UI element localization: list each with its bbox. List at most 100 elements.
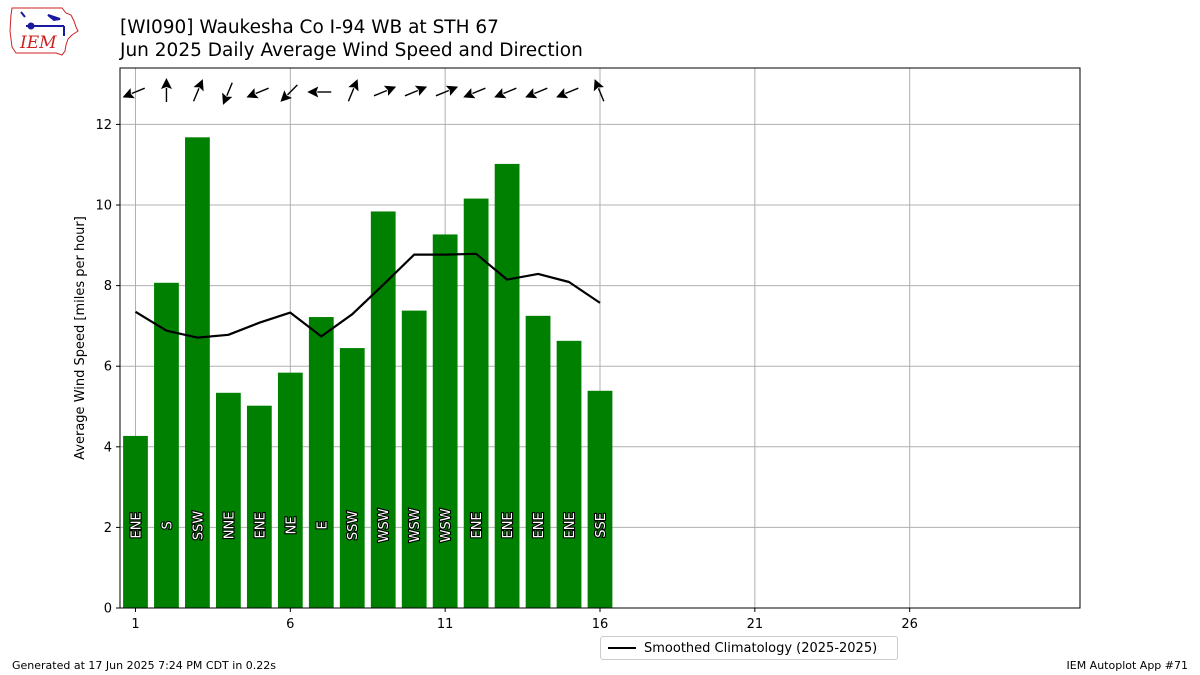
wind-arrow-day-15 [556,87,579,99]
wind-arrow-shaft [435,89,450,97]
bar-day-2 [154,282,179,608]
wind-arrow-head [525,88,538,99]
bar-day-6 [277,372,303,608]
direction-label-day-9: WSW [377,508,392,542]
wind-arrow-head [348,79,359,92]
wind-arrow-day-16 [593,79,605,102]
y-tick-label: 2 [104,521,112,536]
direction-label-day-14: ENE [532,512,547,538]
chart-title-line-2: Jun 2025 Daily Average Wind Speed and Di… [120,40,583,61]
direction-label-day-3: SSW [191,511,206,541]
wind-arrow-shaft [347,88,355,102]
direction-label-day-11: WSW [439,508,454,542]
direction-label-day-6: NE [284,516,299,534]
bar-day-10 [401,310,427,608]
direction-label-day-1: ENE [129,512,144,538]
wind-arrow-day-10 [404,85,428,97]
chart-title-line-1: [WI090] Waukesha Co I-94 WB at STH 67 [120,17,499,38]
bar-day-16 [587,390,613,608]
wind-arrow-day-7 [307,86,332,98]
y-tick-label: 12 [95,118,112,133]
bar-day-8 [339,348,365,608]
generated-timestamp: Generated at 17 Jun 2025 7:24 PM CDT in … [12,659,277,672]
wind-arrow-day-12 [463,87,486,99]
x-tick-label: 21 [747,617,764,632]
direction-label-day-10: WSW [408,508,423,542]
x-tick-label: 1 [131,617,139,632]
direction-label-day-16: SSE [594,513,609,538]
bar-day-4 [216,392,241,608]
bar-day-13 [494,163,520,608]
wind-arrow-shaft [373,89,388,97]
wind-arrow-head [463,88,476,99]
wind-arrow-shaft [472,87,486,95]
wind-arrow-day-13 [494,87,517,99]
wind-arrow-head [222,92,233,105]
x-tick-label: 11 [437,617,454,632]
wind-arrow-day-2 [160,78,172,102]
legend-label: Smoothed Climatology (2025-2025) [644,640,878,656]
wind-arrow-head [193,79,204,92]
wind-direction-arrows [122,78,605,105]
bar-day-12 [463,198,489,608]
x-tick-label: 16 [592,617,609,632]
wind-arrow-head [122,88,135,99]
wind-arrow-head [494,88,507,99]
wind-arrow-shaft [255,87,269,95]
wind-arrow-shaft [503,87,517,95]
wind-arrow-head [246,88,259,99]
climatology-series-line [134,252,601,339]
logo-text: IEM [19,33,57,53]
bar-day-14 [525,315,551,608]
logo-state-outline [9,7,79,56]
wind-arrow-head [556,88,569,99]
bar-day-3 [185,137,210,609]
direction-label-day-7: E [315,521,330,529]
wind-arrow-head [414,85,428,96]
direction-label-day-4: NNE [222,512,237,540]
wind-arrow-head [445,85,459,96]
wind-arrow-shaft [534,87,548,95]
app-credit: IEM Autoplot App #71 [1066,659,1189,672]
wind-arrow-day-9 [373,85,397,97]
wind-arrow-head [160,78,172,89]
wind-arrow-day-1 [122,87,145,99]
bar-day-1 [123,435,148,608]
wind-arrow-shaft [131,87,145,95]
climatology-line [134,252,601,339]
direction-label-day-8: SSW [346,511,361,541]
x-tick-label: 6 [286,617,294,632]
bar-day-5 [246,405,272,608]
legend-line-swatch [608,647,636,649]
wind-arrow-shaft [565,87,579,95]
wind-arrow-day-8 [347,79,359,102]
wind-arrow-day-4 [222,82,233,105]
wind-arrow-head [307,86,319,98]
direction-labels: ENE S SSW NNE ENE NE E SSW WSW WSW WSW ENE ENE ENE ENE… [128,507,610,543]
y-tick-label: 0 [104,602,112,617]
iem-logo: IEM [9,7,79,56]
wind-arrow-day-5 [246,87,269,99]
wind-arrow-day-14 [525,87,548,99]
x-tick-label: 26 [901,617,918,632]
y-axis-label: Average Wind Speed [miles per hour] [73,216,88,460]
wind-arrow-shaft [286,84,298,96]
direction-label-day-12: ENE [470,512,485,538]
logo-weather-icons [20,11,65,36]
wind-arrow-shaft [597,88,605,102]
bar-day-9 [370,211,396,608]
bars [123,137,613,609]
wind-arrow-day-11 [435,85,459,97]
direction-label-day-13: ENE [501,512,516,538]
direction-label-day-2: S [160,521,175,529]
y-tick-label: 10 [95,199,112,214]
direction-label-day-5: ENE [253,512,268,538]
bar-day-11 [432,234,458,608]
wind-arrow-head [593,79,604,92]
y-tick-label: 8 [104,279,112,294]
wind-arrow-shaft [404,89,419,97]
y-tick-label: 6 [104,360,112,375]
wind-arrow-day-3 [192,79,204,102]
